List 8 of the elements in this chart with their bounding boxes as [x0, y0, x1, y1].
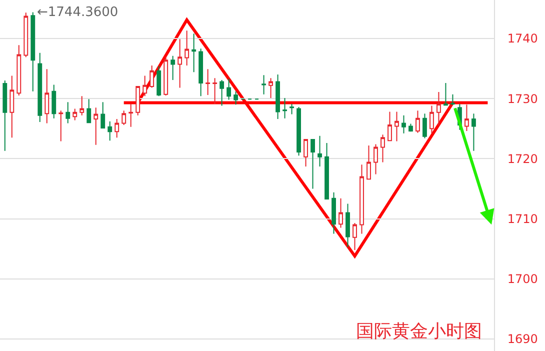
annotation: ←1744.3600 [37, 5, 118, 20]
y-tick-label: 1730 [507, 92, 538, 106]
y-tick-label: 1700 [507, 272, 538, 286]
annotation: 国际黄金小时图 [356, 321, 482, 342]
y-tick-label: 1740 [507, 32, 538, 46]
y-tick-label: 1690 [507, 332, 538, 346]
y-tick-label: 1720 [507, 152, 538, 166]
y-tick-label: 1710 [507, 212, 538, 226]
